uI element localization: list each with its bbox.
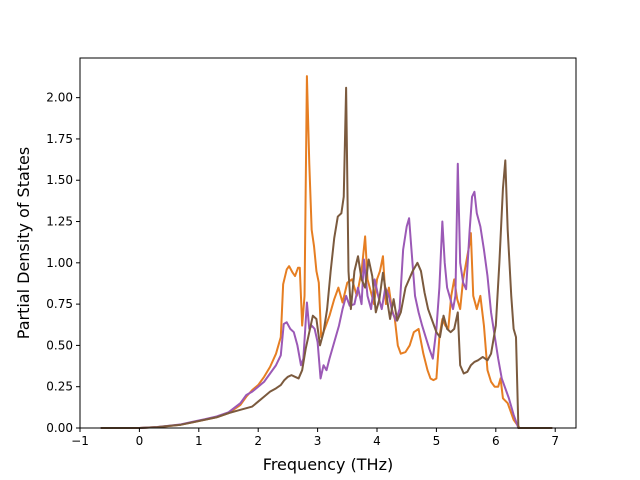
y-tick-label: 0.75 <box>46 297 73 311</box>
y-tick-label: 0.50 <box>46 338 73 352</box>
y-tick-label: 0.25 <box>46 380 73 394</box>
plot-lines <box>100 75 553 429</box>
y-tick-label: 1.75 <box>46 132 73 146</box>
x-axis-ticks: −1 0 1 2 3 4 5 6 7 <box>71 428 559 448</box>
series-line-3 <box>100 86 553 429</box>
x-tick-label: 5 <box>433 434 441 448</box>
y-tick-label: 2.00 <box>46 91 73 105</box>
x-tick-label: 0 <box>136 434 144 448</box>
y-tick-label: 0.00 <box>46 421 73 435</box>
y-tick-label: 1.25 <box>46 215 73 229</box>
y-tick-label: 1.50 <box>46 173 73 187</box>
x-tick-label: 1 <box>195 434 203 448</box>
y-tick-label: 1.00 <box>46 256 73 270</box>
plot-area-frame <box>79 57 577 429</box>
x-axis-label: Frequency (THz) <box>263 455 393 474</box>
y-axis-ticks: 0.00 0.25 0.50 0.75 1.00 1.25 1.50 1.75 2.00 <box>46 91 80 435</box>
series-line-2 <box>100 162 553 429</box>
y-axis-label: Partial Density of States <box>14 147 33 339</box>
x-tick-label: 6 <box>492 434 500 448</box>
x-tick-label: −1 <box>71 434 89 448</box>
x-tick-label: 4 <box>373 434 381 448</box>
x-tick-label: 2 <box>254 434 262 448</box>
x-tick-label: 7 <box>551 434 559 448</box>
x-tick-label: 3 <box>314 434 322 448</box>
